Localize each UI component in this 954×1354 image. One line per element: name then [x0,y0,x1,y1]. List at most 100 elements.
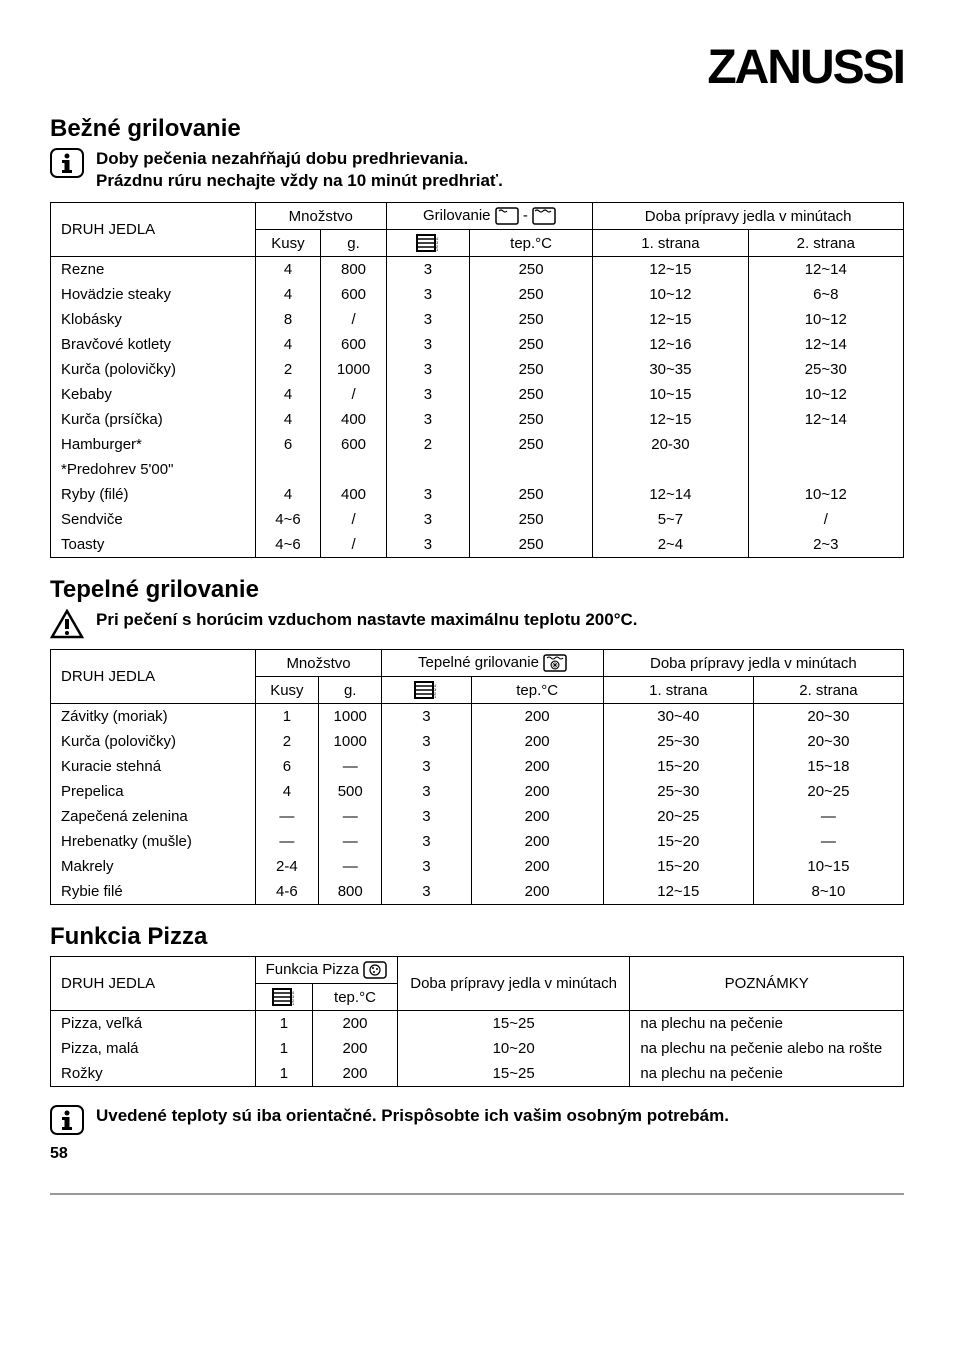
cell: 15~20 [603,854,753,879]
cell: Makrely [51,854,256,879]
pizza-icon [363,961,387,979]
cell: Prepelica [51,779,256,804]
cell: — [255,829,318,854]
sub-level2: 4321 [382,677,471,704]
sub-side2-2: 2. strana [753,677,903,704]
col-qty: Množstvo [255,203,386,230]
cell: 200 [471,754,603,779]
table-row: Kurča (polovičky)21000320025~3020~30 [51,729,904,754]
cell: 15~25 [397,1011,629,1037]
cell-food-name: Sendviče [51,507,256,532]
oven-level-icon: 4321 [414,681,438,699]
cell-temp: 250 [469,282,592,307]
cell-level: 3 [386,382,469,407]
table-grilling: DRUH JEDLA Množstvo Grilovanie - Doba pr… [50,202,904,558]
cell: na plechu na pečenie [630,1011,904,1037]
cell-level: 2 [386,432,469,457]
cell: 3 [382,804,471,829]
cell-grams: / [321,307,387,332]
section1-info: Doby pečenia nezahŕňajú dobu predhrievan… [50,148,904,192]
cell-side1: 2~4 [593,532,748,558]
cell-food-name: Klobásky [51,307,256,332]
table-row: Toasty4~6/32502~42~3 [51,532,904,558]
cell-food-name: Toasty [51,532,256,558]
cell: 200 [313,1061,398,1087]
cell-food-name: *Predohrev 5'00" [51,457,256,482]
table-row: Prepelica4500320025~3020~25 [51,779,904,804]
cell-side2: 12~14 [748,332,903,357]
svg-text:1: 1 [436,247,439,252]
table-row: Ryby (filé)4400325012~1410~12 [51,482,904,507]
col-qty2: Množstvo [255,650,382,677]
cell: Rožky [51,1061,256,1087]
sub-temp2: tep.°C [471,677,603,704]
cell: 200 [471,704,603,730]
oven-level-icon: 4321 [416,234,440,252]
cell-kusy: 6 [255,432,321,457]
table-row: Pizza, veľká120015~25na plechu na pečeni… [51,1011,904,1037]
col-food2: DRUH JEDLA [51,650,256,704]
cell-side2: 6~8 [748,282,903,307]
cell: 30~40 [603,704,753,730]
cell-kusy: 4~6 [255,532,321,558]
cell: 8~10 [753,879,903,905]
col-grill: Grilovanie - [386,203,592,230]
table-pizza: DRUH JEDLA Funkcia Pizza Doba prípravy j… [50,956,904,1087]
sub-temp3: tep.°C [313,984,398,1011]
footer-divider [50,1193,904,1195]
cell-temp: 250 [469,357,592,382]
cell-temp: 250 [469,407,592,432]
cell: Zapečená zelenina [51,804,256,829]
cell: Hrebenatky (mušle) [51,829,256,854]
cell-kusy [255,457,321,482]
cell-level: 3 [386,282,469,307]
cell-food-name: Hamburger* [51,432,256,457]
cell-food-name: Bravčové kotlety [51,332,256,357]
info-line2: Prázdnu rúru nechajte vždy na 10 minút p… [96,171,503,190]
cell-grams: 800 [321,257,387,283]
cell: — [319,804,382,829]
cell: 1000 [319,729,382,754]
cell-side1: 12~15 [593,307,748,332]
brand-logo: ZANUSSI [50,40,904,95]
table-row: Bravčové kotlety4600325012~1612~14 [51,332,904,357]
cell-kusy: 4~6 [255,507,321,532]
cell: 200 [313,1011,398,1037]
table-row: Kuracie stehná6—320015~2015~18 [51,754,904,779]
cell: 20~25 [603,804,753,829]
col-time2: Doba prípravy jedla v minútach [603,650,903,677]
cell: 25~30 [603,729,753,754]
table-row: Rybie filé4-6800320012~158~10 [51,879,904,905]
cell: 800 [319,879,382,905]
section1-title: Bežné grilovanie [50,115,904,143]
cell-side1: 12~15 [593,257,748,283]
sub-side1-2: 1. strana [603,677,753,704]
cell: 20~30 [753,729,903,754]
cell-side1: 30~35 [593,357,748,382]
cell: 3 [382,854,471,879]
info-line1: Doby pečenia nezahŕňajú dobu predhrievan… [96,148,503,170]
cell: — [319,754,382,779]
table-row: Sendviče4~6/32505~7/ [51,507,904,532]
cell-temp: 250 [469,432,592,457]
section2-title: Tepelné grilovanie [50,576,904,604]
cell: 3 [382,704,471,730]
cell: 1000 [319,704,382,730]
cell: 200 [471,829,603,854]
cell-side1: 12~15 [593,407,748,432]
cell-side2: 12~14 [748,257,903,283]
cell: Závitky (moriak) [51,704,256,730]
cell-level: 3 [386,357,469,382]
grill-large-icon [532,207,556,225]
cell-grams [321,457,387,482]
cell-grams: / [321,382,387,407]
cell: 15~20 [603,829,753,854]
table-row: Hamburger*6600225020-30 [51,432,904,457]
cell: 20~30 [753,704,903,730]
cell-side1: 5~7 [593,507,748,532]
col-food: DRUH JEDLA [51,203,256,257]
table-row: Makrely2-4—320015~2010~15 [51,854,904,879]
table-row: Hrebenatky (mušle)——320015~20— [51,829,904,854]
cell-food-name: Kurča (prsíčka) [51,407,256,432]
cell-level: 3 [386,407,469,432]
